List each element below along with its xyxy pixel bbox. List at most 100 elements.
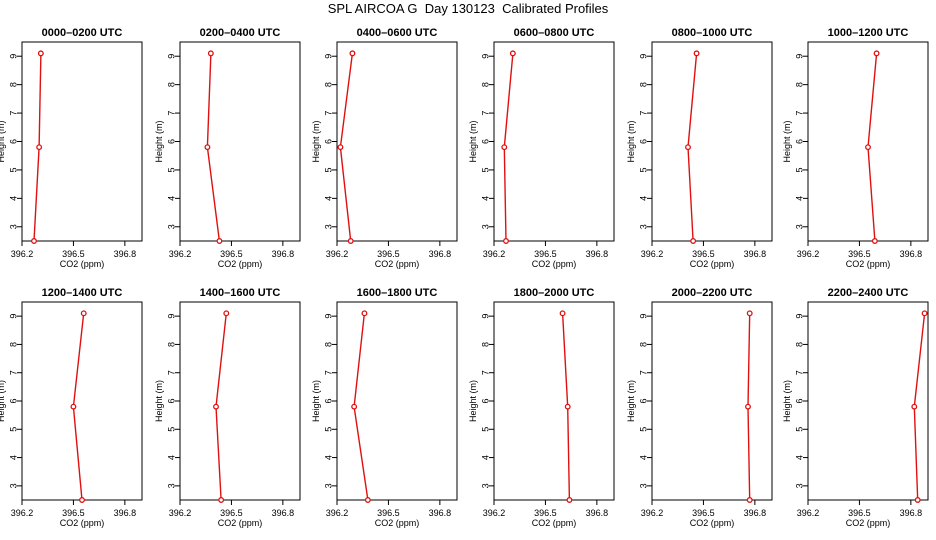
profile-point [509,50,516,57]
x-tick-label: 396.8 [744,508,767,518]
x-axis-label: CO2 (ppm) [846,518,891,528]
y-tick-label: 5 [323,427,333,432]
y-tick-label: 5 [8,167,18,172]
panel-title: 2200–2400 UTC [828,287,909,299]
x-axis-label: CO2 (ppm) [60,518,105,528]
x-tick-label: 396.8 [114,249,137,259]
profile-point [36,144,43,151]
y-tick-label: 6 [794,139,804,144]
y-tick-label: 7 [323,111,333,116]
y-tick-label: 5 [638,427,648,432]
y-tick-label: 3 [480,224,490,229]
profile-point [70,403,77,410]
y-tick-label: 3 [166,483,176,488]
y-tick-label: 7 [8,370,18,375]
y-tick-label: 7 [323,370,333,375]
plot-frame [179,301,301,501]
y-axis-label: Height (m) [154,380,164,422]
y-tick-label: 4 [480,455,490,460]
x-tick-label: 396.5 [377,249,400,259]
x-tick-label: 396.2 [11,249,34,259]
y-tick-label: 4 [8,196,18,201]
y-tick-label: 3 [480,483,490,488]
y-tick-label: 4 [323,196,333,201]
x-tick-label: 396.5 [692,249,715,259]
x-axis-label: CO2 (ppm) [690,259,735,269]
profile-point [566,497,573,503]
x-axis-label: CO2 (ppm) [375,259,420,269]
x-axis-label: CO2 (ppm) [218,518,263,528]
y-axis-label: Height (m) [626,380,636,422]
y-tick-label: 8 [480,82,490,87]
y-tick-label: 6 [8,398,18,403]
x-tick-label: 396.2 [483,249,506,259]
y-tick-label: 7 [166,370,176,375]
profile-point [37,50,44,57]
y-tick-label: 3 [794,483,804,488]
y-tick-label: 9 [480,314,490,319]
y-axis-label: Height (m) [154,120,164,162]
y-tick-label: 9 [8,314,18,319]
y-tick-label: 9 [8,54,18,59]
plot-frame [493,41,615,242]
profile-point [364,497,371,503]
x-tick-label: 396.5 [534,249,557,259]
plot-frame [651,301,773,501]
profile-point [690,238,697,244]
profile-point [347,238,354,244]
y-tick-label: 5 [794,427,804,432]
profile-point [501,144,508,151]
y-tick-label: 8 [794,82,804,87]
x-axis-label: CO2 (ppm) [690,518,735,528]
y-tick-label: 5 [166,167,176,172]
profile-point [218,497,225,503]
panel-title: 1400–1600 UTC [200,287,281,299]
plot-frame [493,301,615,501]
y-tick-label: 7 [166,111,176,116]
x-tick-label: 396.8 [272,249,295,259]
x-tick-label: 396.5 [848,508,871,518]
plot-frame [807,301,929,501]
x-axis-label: CO2 (ppm) [60,259,105,269]
x-tick-label: 396.8 [272,508,295,518]
panel-title: 1800–2000 UTC [514,287,595,299]
y-tick-label: 3 [638,224,648,229]
y-tick-label: 8 [794,342,804,347]
y-tick-label: 7 [480,111,490,116]
x-tick-label: 396.2 [641,508,664,518]
profile-point [216,238,223,244]
y-tick-label: 6 [166,398,176,403]
x-tick-label: 396.2 [169,508,192,518]
y-tick-label: 9 [480,54,490,59]
y-tick-label: 8 [8,82,18,87]
y-tick-label: 3 [638,483,648,488]
panel-title: 0200–0400 UTC [200,27,281,39]
profile-point [361,310,368,317]
x-tick-label: 396.2 [797,249,820,259]
y-tick-label: 9 [794,314,804,319]
x-tick-label: 396.2 [326,508,349,518]
x-tick-label: 396.2 [169,249,192,259]
profile-point [746,310,753,317]
profile-point [31,238,37,244]
x-tick-label: 396.5 [62,508,85,518]
y-tick-label: 7 [638,111,648,116]
plot-frame [336,41,458,242]
y-axis-label: Height (m) [468,120,478,162]
x-tick-label: 396.8 [744,249,767,259]
y-tick-label: 4 [638,196,648,201]
profile-point [871,238,878,244]
y-tick-label: 8 [323,82,333,87]
profile-point [207,50,214,57]
y-tick-label: 5 [638,167,648,172]
y-tick-label: 7 [794,370,804,375]
plot-frame [651,41,773,242]
profile-point [349,50,356,57]
x-axis-label: CO2 (ppm) [532,259,577,269]
x-tick-label: 396.2 [11,508,34,518]
x-tick-label: 396.8 [429,249,452,259]
y-tick-label: 4 [166,196,176,201]
profile-point [80,310,87,317]
x-axis-label: CO2 (ppm) [375,518,420,528]
